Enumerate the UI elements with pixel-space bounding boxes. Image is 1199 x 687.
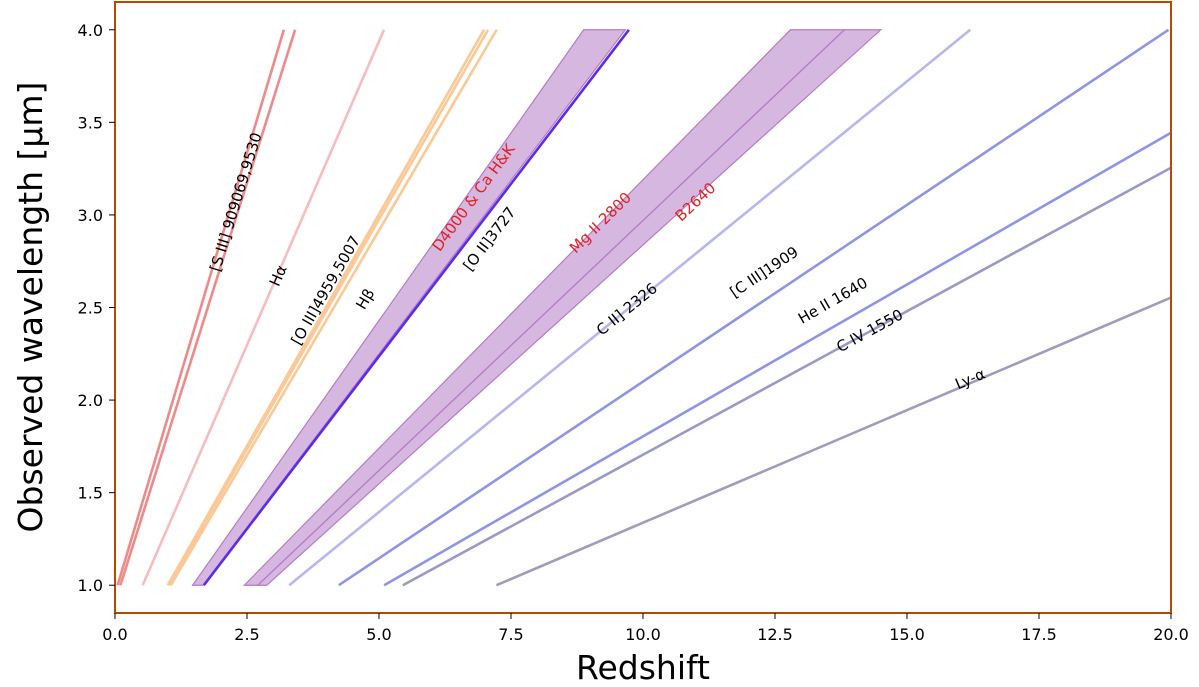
x-tick-label: 0.0	[102, 625, 127, 644]
x-tick-label: 7.5	[498, 625, 523, 644]
y-tick-label: 2.0	[78, 391, 103, 410]
y-axis-title: Observed wavelength [μm]	[11, 82, 50, 533]
x-tick-label: 12.5	[757, 625, 793, 644]
y-tick-label: 4.0	[78, 21, 103, 40]
line-ly	[495, 296, 1171, 587]
line-s-iii-909069-9530-1	[119, 29, 297, 586]
y-tick-label: 3.0	[78, 206, 103, 225]
label-d4000-ca-h-k: D4000 & Ca H&K	[428, 140, 519, 255]
label-h: Hβ	[352, 285, 378, 312]
line-s-iii-909069-9530-2	[116, 29, 286, 586]
y-tick-label: 2.5	[78, 299, 103, 318]
x-tick-label: 2.5	[234, 625, 259, 644]
y-axis-ticks: 1.0 1.5 2.0 2.5 3.0 3.5 4.0	[78, 21, 115, 595]
line-he-ii-1640	[383, 131, 1171, 587]
label-c-ii-2326: C II] 2326	[593, 279, 661, 339]
label-he-ii-1640: He II 1640	[795, 274, 871, 328]
band-b2640	[256, 29, 883, 586]
line-h	[141, 29, 386, 586]
plot-area	[116, 28, 1171, 587]
y-tick-label: 1.0	[78, 576, 103, 595]
x-tick-label: 5.0	[366, 625, 391, 644]
line-c-ii-2326	[288, 28, 972, 587]
y-tick-label: 1.5	[78, 484, 103, 503]
line-o-iii-4959-5007-2	[166, 29, 486, 586]
line-o-iii-4959-5007-1	[167, 29, 490, 586]
x-axis-title: Redshift	[576, 648, 710, 687]
line-h	[169, 29, 498, 586]
x-axis-ticks: 0.0 2.5 5.0 7.5 10.0 12.5 15.0 17.5 20.0	[102, 613, 1189, 644]
label-ly: Ly-α	[952, 365, 988, 394]
label-c-iv-1550: C IV 1550	[833, 306, 906, 357]
label-o-iii-4959-5007: [O III]4959,5007	[287, 233, 364, 348]
label-s-iii-909069-9530: [S III] 909069,9530	[206, 130, 265, 273]
label-c-iii-1909: [C III]1909	[727, 243, 802, 302]
label-h: Hα	[266, 262, 291, 289]
x-tick-label: 20.0	[1153, 625, 1189, 644]
x-tick-label: 17.5	[1021, 625, 1057, 644]
line-c-iv-1550	[402, 166, 1171, 587]
y-tick-label: 3.5	[78, 113, 103, 132]
band-d4000-ca-h-k	[191, 29, 627, 586]
x-tick-label: 10.0	[625, 625, 661, 644]
line-o-ii-3727	[202, 28, 630, 587]
x-tick-label: 15.0	[889, 625, 925, 644]
line-c-iii-1909	[338, 28, 1170, 587]
